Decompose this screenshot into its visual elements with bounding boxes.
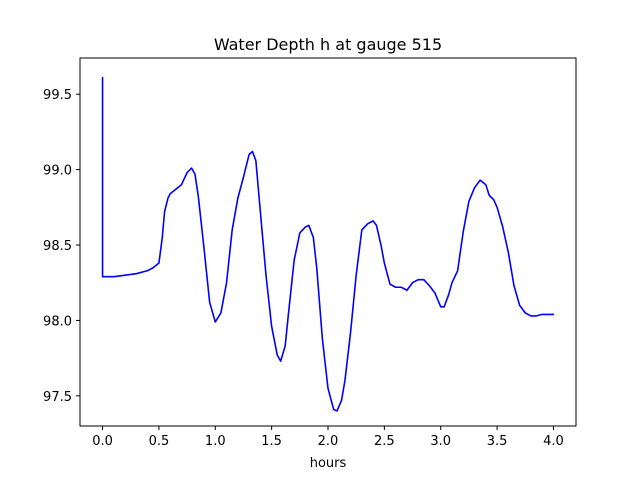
y-tick-label: 99.0 (43, 164, 72, 179)
y-tick-label: 97.5 (43, 390, 72, 405)
y-tick-label: 98.5 (43, 239, 72, 254)
plot-area (101, 76, 555, 412)
y-axis: 97.5 98.0 98.5 99.0 99.5 (43, 88, 80, 405)
x-tick-label: 0.5 (149, 434, 170, 449)
chart-title: Water Depth h at gauge 515 (214, 35, 442, 54)
x-axis-label: hours (310, 456, 347, 471)
x-tick-label: 3.0 (430, 434, 451, 449)
plot-frame (79, 57, 577, 427)
series-line-0 (101, 76, 555, 412)
x-tick-label: 1.0 (205, 434, 226, 449)
x-tick-label: 2.0 (318, 434, 339, 449)
y-tick-label: 99.5 (43, 88, 72, 103)
y-tick-label: 98.0 (43, 314, 72, 329)
x-tick-label: 0.0 (92, 434, 113, 449)
x-tick-label: 1.5 (261, 434, 282, 449)
x-tick-label: 3.5 (487, 434, 508, 449)
x-tick-label: 4.0 (543, 434, 564, 449)
x-tick-label: 2.5 (374, 434, 395, 449)
x-axis: 0.0 0.5 1.0 1.5 2.0 2.5 3.0 3.5 4.0 (92, 426, 564, 449)
